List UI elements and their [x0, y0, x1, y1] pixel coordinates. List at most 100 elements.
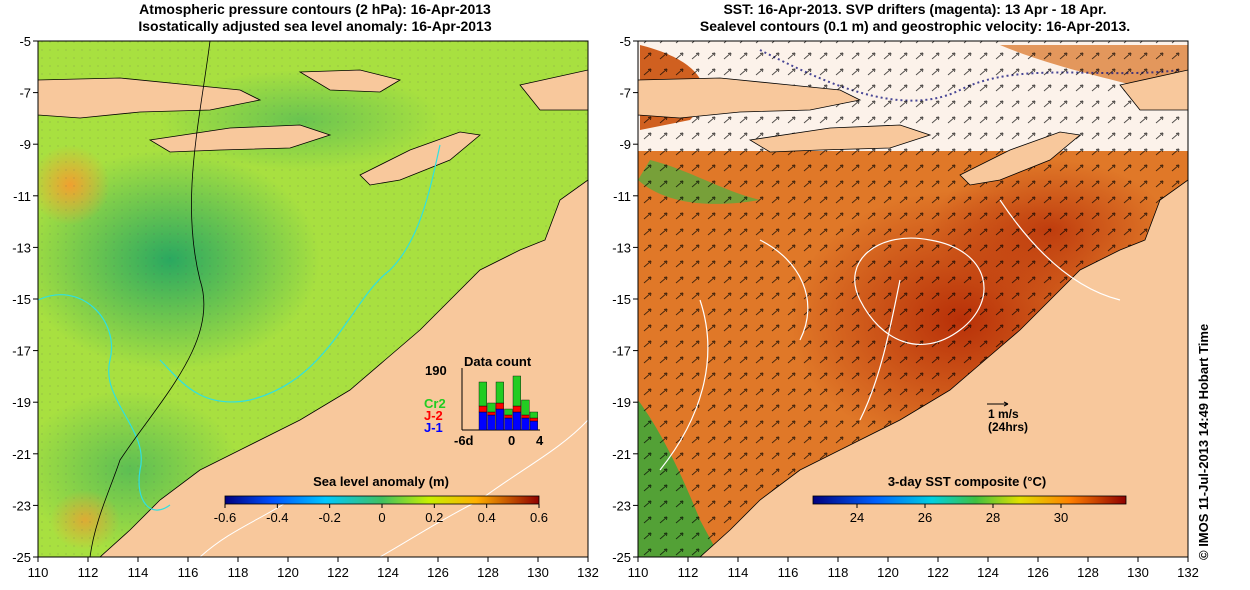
left-title-line1: Atmospheric pressure contours (2 hPa): 1…	[139, 1, 491, 17]
bathymetry-contour	[38, 144, 441, 511]
imos-credit: © IMOS 11-Jul-2013 14:49 Hobart Time	[1196, 323, 1211, 560]
data-count-bar-j1	[529, 420, 538, 431]
left-map-xtick-label: 130	[527, 565, 549, 580]
sst-colorbar-tick-label: 30	[1054, 510, 1068, 525]
left-map-ytick-label: -5	[19, 34, 31, 49]
data-count-bar-cr2	[504, 408, 513, 416]
left-map-xtick-label: 110	[28, 565, 49, 580]
data-count-xtick-zero: 0	[508, 433, 515, 448]
data-count-bar-j2	[512, 405, 521, 413]
sea-level-contour	[89, 41, 211, 557]
left-map-xtick-label: 132	[577, 565, 599, 580]
sla-colorbar-tick-label: 0.6	[530, 510, 548, 525]
right-map-ytick-label: -15	[612, 292, 631, 307]
data-count-bar-cr2	[529, 411, 538, 419]
left-map-ytick-label: -15	[12, 292, 31, 307]
legend-j1: J-1	[424, 420, 443, 435]
right-map-axes: 110 112 114 116 118 120 122 124 126 128 130 132 -5 -7…	[612, 34, 1199, 580]
right-title-line1: SST: 16-Apr-2013. SVP drifters (magenta)…	[723, 1, 1107, 17]
data-count-bar-j2	[504, 414, 513, 419]
data-count-bar-cr2	[521, 399, 530, 416]
velocity-key: 1 m/s (24hrs)	[987, 401, 1028, 434]
data-count-bar-j2	[495, 402, 504, 410]
north-island	[519, 69, 588, 111]
left-map-plot	[38, 41, 588, 557]
left-map-xtick-label: 118	[228, 565, 249, 580]
right-map-ytick-label: -13	[612, 240, 631, 255]
left-map-xtick-label: 120	[277, 565, 299, 580]
sla-colorbar-gradient	[224, 495, 540, 505]
timor-island-right	[959, 131, 1081, 186]
right-map-ytick-label: -23	[612, 498, 631, 513]
data-count-ymax: 190	[425, 363, 447, 378]
data-count-bar-j1	[495, 408, 504, 431]
left-map-ytick-label: -9	[19, 137, 31, 152]
data-count-bar-cr2	[495, 381, 504, 404]
sst-colorbar-label: 3-day SST composite (°C)	[888, 474, 1046, 489]
data-count-bar-j2	[487, 411, 496, 416]
java-island	[38, 77, 262, 119]
data-count-bar-j1	[478, 411, 487, 431]
data-count-bar-cr2	[487, 402, 496, 413]
data-count-bar-j2	[521, 414, 530, 419]
sla-colorbar-tick-label: -0.2	[318, 510, 340, 525]
sla-colorbar-tick-label: 0.4	[478, 510, 496, 525]
right-map-xtick-label: 132	[1177, 565, 1199, 580]
sst-colorbar: 3-day SST composite (°C) 24 26 28 30	[812, 474, 1127, 525]
right-map-plot	[638, 41, 1188, 557]
right-map-ytick-label: -19	[612, 395, 631, 410]
sla-colorbar: Sea level anomaly (m) -0.6 -0.4 -0.2 0 0.2 0.…	[214, 474, 548, 525]
sla-colorbar-tick-label: 0	[378, 510, 385, 525]
timor-island	[359, 131, 481, 186]
right-map-xtick-label: 118	[828, 565, 849, 580]
right-map-ytick-label: -17	[612, 344, 631, 359]
lesser-sunda-island	[298, 69, 402, 93]
left-map-xtick-label: 114	[128, 565, 149, 580]
data-count-title: Data count	[464, 354, 532, 369]
legend-cr2: Cr2	[424, 396, 446, 411]
sst-colorbar-tick-label: 26	[918, 510, 932, 525]
data-count-bar-j1	[504, 417, 513, 431]
data-count-bar-j1	[487, 414, 496, 431]
data-count-bars	[478, 375, 538, 431]
sst-colorbar-tick-label: 24	[850, 510, 864, 525]
left-map-ytick-label: -11	[13, 189, 31, 204]
velocity-key-speed: 1 m/s	[988, 407, 1019, 421]
data-count-xtick-start: -6d	[454, 433, 474, 448]
sla-colorbar-ticks: -0.6 -0.4 -0.2 0 0.2 0.4 0.6	[214, 504, 548, 525]
sla-colorbar-label: Sea level anomaly (m)	[313, 474, 449, 489]
left-map-ytick-label: -17	[12, 344, 31, 359]
sla-colorbar-tick-label: 0.2	[425, 510, 443, 525]
left-map-xtick-label: 128	[477, 565, 499, 580]
data-count-inset: Data count 190 Cr2 J-2 J-1 -6d 0 4	[424, 354, 544, 448]
left-map-ytick-label: -13	[12, 240, 31, 255]
left-map-xtick-label: 122	[327, 565, 349, 580]
right-map-xtick-label: 110	[628, 565, 649, 580]
left-map-axes: 110 112 114 116 118 120 122 124 126 128 130 132 -5 -7…	[12, 34, 599, 580]
right-map-xtick-label: 114	[728, 565, 749, 580]
right-map-ytick-label: -11	[613, 189, 631, 204]
left-map-xtick-label: 116	[178, 565, 199, 580]
velocity-key-period: (24hrs)	[988, 420, 1028, 434]
left-map-xtick-label: 124	[377, 565, 399, 580]
sumba-flores-island	[148, 124, 332, 153]
left-map-xtick-label: 126	[427, 565, 449, 580]
right-map-xtick-label: 128	[1077, 565, 1099, 580]
right-map-xtick-label: 122	[927, 565, 949, 580]
data-count-bar-j1	[521, 417, 530, 431]
right-map-xtick-label: 126	[1027, 565, 1049, 580]
velocity-key-arrowhead	[1003, 401, 1009, 407]
right-map-ytick-label: -7	[619, 86, 631, 101]
sealevel-contours	[659, 199, 1121, 471]
data-count-bar-j2	[529, 417, 538, 422]
left-map-ytick-label: -19	[12, 395, 31, 410]
sla-colorbar-tick-label: -0.4	[266, 510, 288, 525]
sla-colorbar-tick-label: -0.6	[214, 510, 236, 525]
data-count-bar-j2	[478, 405, 487, 413]
left-map-ytick-label: -21	[12, 447, 31, 462]
left-title-line2: Isostatically adjusted sea level anomaly…	[138, 18, 492, 34]
legend-j2: J-2	[424, 408, 443, 423]
sst-colorbar-gradient	[812, 495, 1127, 505]
right-map-xtick-label: 130	[1127, 565, 1149, 580]
left-map-title: Atmospheric pressure contours (2 hPa): 1…	[30, 1, 600, 35]
